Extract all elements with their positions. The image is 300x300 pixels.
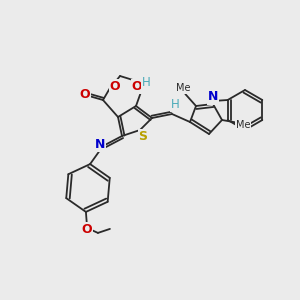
Text: H: H [171,98,179,112]
Text: O: O [82,224,92,236]
Text: N: N [95,137,105,151]
Text: Me: Me [176,83,190,93]
Text: O: O [110,80,120,92]
Text: Me: Me [236,120,250,130]
Text: O: O [132,80,142,92]
Text: N: N [208,91,218,103]
Text: O: O [80,88,90,101]
Text: S: S [139,130,148,142]
Text: H: H [142,76,150,88]
